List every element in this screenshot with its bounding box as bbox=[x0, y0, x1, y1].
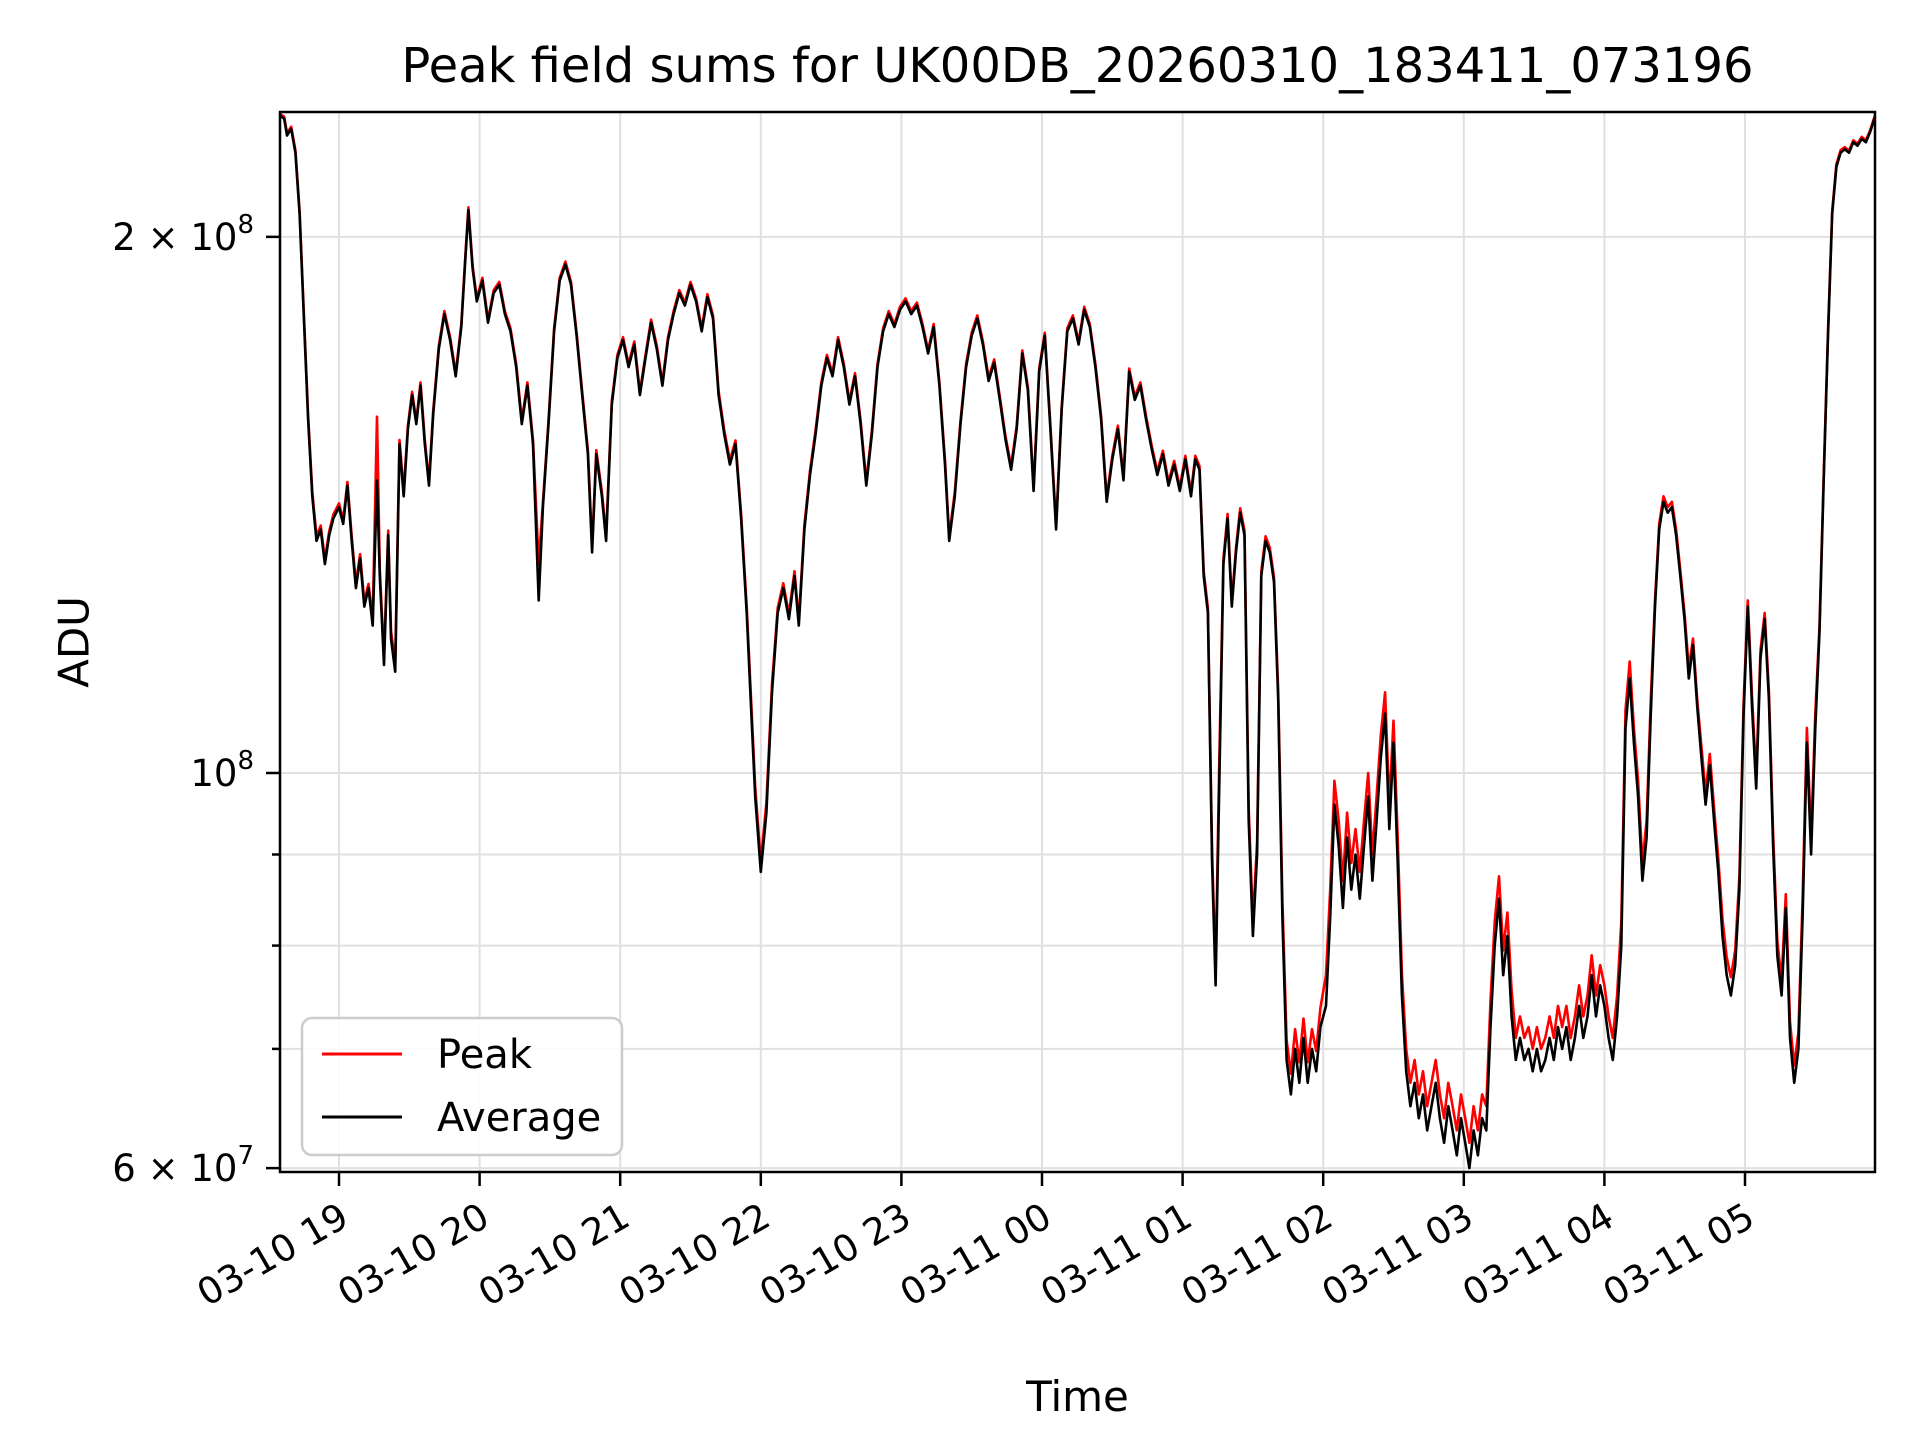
axes-spines bbox=[278, 110, 1877, 1174]
x-tick-label: 03-10 21 bbox=[471, 1195, 637, 1315]
chart-title: Peak field sums for UK00DB_20260310_1834… bbox=[401, 38, 1754, 94]
x-tick-label: 03-11 04 bbox=[1455, 1195, 1621, 1315]
gridlines bbox=[280, 112, 1875, 1172]
x-tick-label: 03-10 20 bbox=[331, 1195, 497, 1315]
legend: Peak Average bbox=[300, 1016, 624, 1157]
legend-label-average: Average bbox=[437, 1095, 601, 1141]
x-axis-label: Time bbox=[1026, 1372, 1129, 1421]
x-tick-label: 03-11 01 bbox=[1034, 1195, 1200, 1315]
y-tick-labels: 2 × 108 108 6 × 107 bbox=[112, 210, 254, 1190]
y-axis-label: ADU bbox=[49, 596, 99, 688]
average-line bbox=[280, 114, 1875, 1170]
peak-line bbox=[280, 112, 1875, 1145]
legend-box bbox=[300, 1016, 624, 1157]
x-tick-label: 03-11 02 bbox=[1174, 1195, 1340, 1315]
x-tick-label: 03-11 00 bbox=[893, 1195, 1059, 1315]
x-tick-label: 03-11 03 bbox=[1315, 1195, 1481, 1315]
x-tick-label: 03-11 05 bbox=[1596, 1195, 1762, 1315]
tick-marks bbox=[266, 235, 1747, 1186]
legend-label-peak: Peak bbox=[437, 1032, 533, 1078]
x-tick-label: 03-10 22 bbox=[612, 1195, 778, 1315]
y-tick-label: 6 × 107 bbox=[112, 1141, 254, 1190]
x-tick-label: 03-10 19 bbox=[190, 1195, 356, 1315]
y-tick-label: 2 × 108 bbox=[112, 210, 254, 259]
y-tick-label: 108 bbox=[190, 746, 254, 795]
x-tick-label: 03-10 23 bbox=[752, 1195, 918, 1315]
